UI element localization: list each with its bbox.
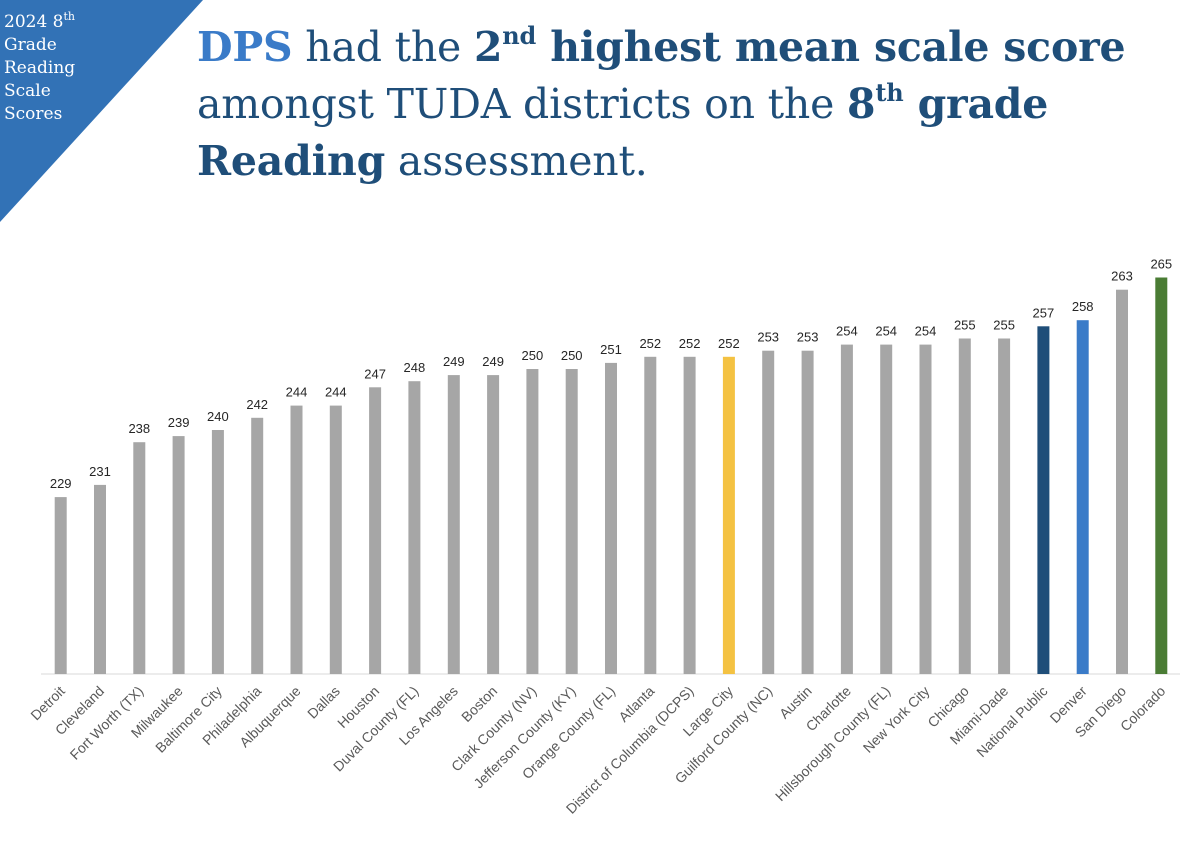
value-label-detroit: 229	[50, 476, 72, 491]
value-label-miami-dade: 255	[993, 318, 1015, 333]
bar-fort-worth-tx	[133, 442, 146, 674]
bar-national-public	[1037, 326, 1050, 674]
value-label-new-york-city: 254	[915, 324, 937, 339]
bar-albuquerque	[290, 405, 303, 674]
bar-large-city	[722, 356, 735, 674]
value-label-atlanta: 252	[639, 336, 661, 351]
value-label-denver: 258	[1072, 299, 1094, 314]
corner-line-2: Grade	[4, 35, 57, 55]
bar-austin	[801, 350, 814, 674]
value-label-houston: 247	[364, 366, 386, 381]
bar-orange-county-fl	[605, 362, 617, 674]
bar-philadelphia	[251, 417, 264, 674]
value-label-orange-county-fl: 251	[600, 342, 622, 357]
value-label-philadelphia: 242	[246, 397, 268, 412]
bar-baltimore-city	[211, 430, 224, 674]
corner-label: 2024 8th Grade Reading Scale Scores	[4, 11, 94, 126]
value-label-district-of-columbia-dcps: 252	[679, 336, 701, 351]
value-label-cleveland: 231	[89, 464, 111, 479]
value-label-colorado: 265	[1150, 257, 1172, 272]
value-label-boston: 249	[482, 354, 504, 369]
bar-detroit	[54, 497, 67, 674]
value-label-guilford-county-nc: 253	[757, 330, 779, 345]
value-label-los-angeles: 249	[443, 354, 465, 369]
value-label-hillsborough-county-fl: 254	[875, 324, 897, 339]
bar-boston	[487, 375, 500, 674]
corner-line-3: Reading	[4, 58, 76, 78]
corner-line-4: Scale	[4, 81, 51, 101]
title-text-1: had the	[292, 23, 474, 71]
value-label-charlotte: 254	[836, 324, 858, 339]
value-label-fort-worth-tx: 238	[128, 421, 150, 436]
bar-clark-county-nv	[526, 369, 539, 674]
value-label-chicago: 255	[954, 318, 976, 333]
value-label-baltimore-city: 240	[207, 409, 229, 424]
value-label-large-city: 252	[718, 336, 740, 351]
value-label-austin: 253	[797, 330, 819, 345]
bar-duval-county-fl	[408, 381, 421, 674]
title-line-3: Reading assessment.	[197, 133, 1197, 190]
title-grade-text: grade	[903, 80, 1049, 128]
bar-chicago	[958, 338, 971, 674]
page-title: DPS had the 2nd highest mean scale score…	[197, 19, 1197, 190]
title-rank: 2nd highest mean scale score	[473, 21, 1126, 71]
bar-hillsborough-county-fl	[880, 344, 893, 674]
title-grade-number: 8	[847, 80, 876, 128]
corner-line-1: 2024 8th	[4, 11, 94, 34]
bar-charlotte	[840, 344, 853, 674]
corner-line-5: Scores	[4, 104, 63, 124]
bar-cleveland	[94, 484, 106, 674]
bar-denver	[1076, 320, 1089, 674]
title-rank-number: 2	[473, 23, 503, 71]
value-label-san-diego: 263	[1111, 269, 1133, 284]
bar-jefferson-county-ky	[565, 369, 578, 674]
value-label-albuquerque: 244	[286, 385, 308, 400]
title-rank-text: highest mean scale score	[536, 23, 1126, 71]
value-label-duval-county-fl: 248	[404, 360, 426, 375]
title-text-3: assessment.	[385, 137, 648, 185]
title-line-2: amongst TUDA districts on the 8th grade	[197, 76, 1197, 133]
title-grade-ordinal: th	[875, 78, 904, 107]
bar-district-of-columbia-dcps	[683, 356, 696, 674]
title-line-1: DPS had the 2nd highest mean scale score	[197, 19, 1197, 76]
corner-year-grade: 2024 8	[4, 12, 64, 32]
bar-miami-dade	[998, 338, 1011, 674]
title-rank-ordinal: nd	[502, 21, 537, 50]
title-dps: DPS	[197, 23, 293, 71]
corner-ordinal: th	[63, 10, 75, 23]
bar-san-diego	[1116, 289, 1128, 674]
bar-dallas	[329, 405, 342, 674]
bar-guilford-county-nc	[762, 350, 775, 674]
value-label-dallas: 244	[325, 385, 347, 400]
bar-milwaukee	[172, 436, 185, 674]
title-subject: Reading	[197, 137, 386, 185]
corner-banner: 2024 8th Grade Reading Scale Scores	[0, 0, 203, 222]
value-label-milwaukee: 239	[168, 415, 190, 430]
value-label-national-public: 257	[1033, 305, 1055, 320]
bar-los-angeles	[447, 375, 460, 674]
bar-new-york-city	[919, 344, 932, 674]
category-label-national-public: National Public	[973, 683, 1050, 760]
value-label-jefferson-county-ky: 250	[561, 348, 583, 363]
title-grade: 8th grade	[847, 80, 1048, 128]
bar-atlanta	[644, 356, 657, 674]
bar-houston	[369, 387, 382, 674]
bar-colorado	[1155, 277, 1168, 674]
value-label-clark-county-nv: 250	[522, 348, 544, 363]
title-text-2: amongst TUDA districts on the	[197, 80, 848, 128]
